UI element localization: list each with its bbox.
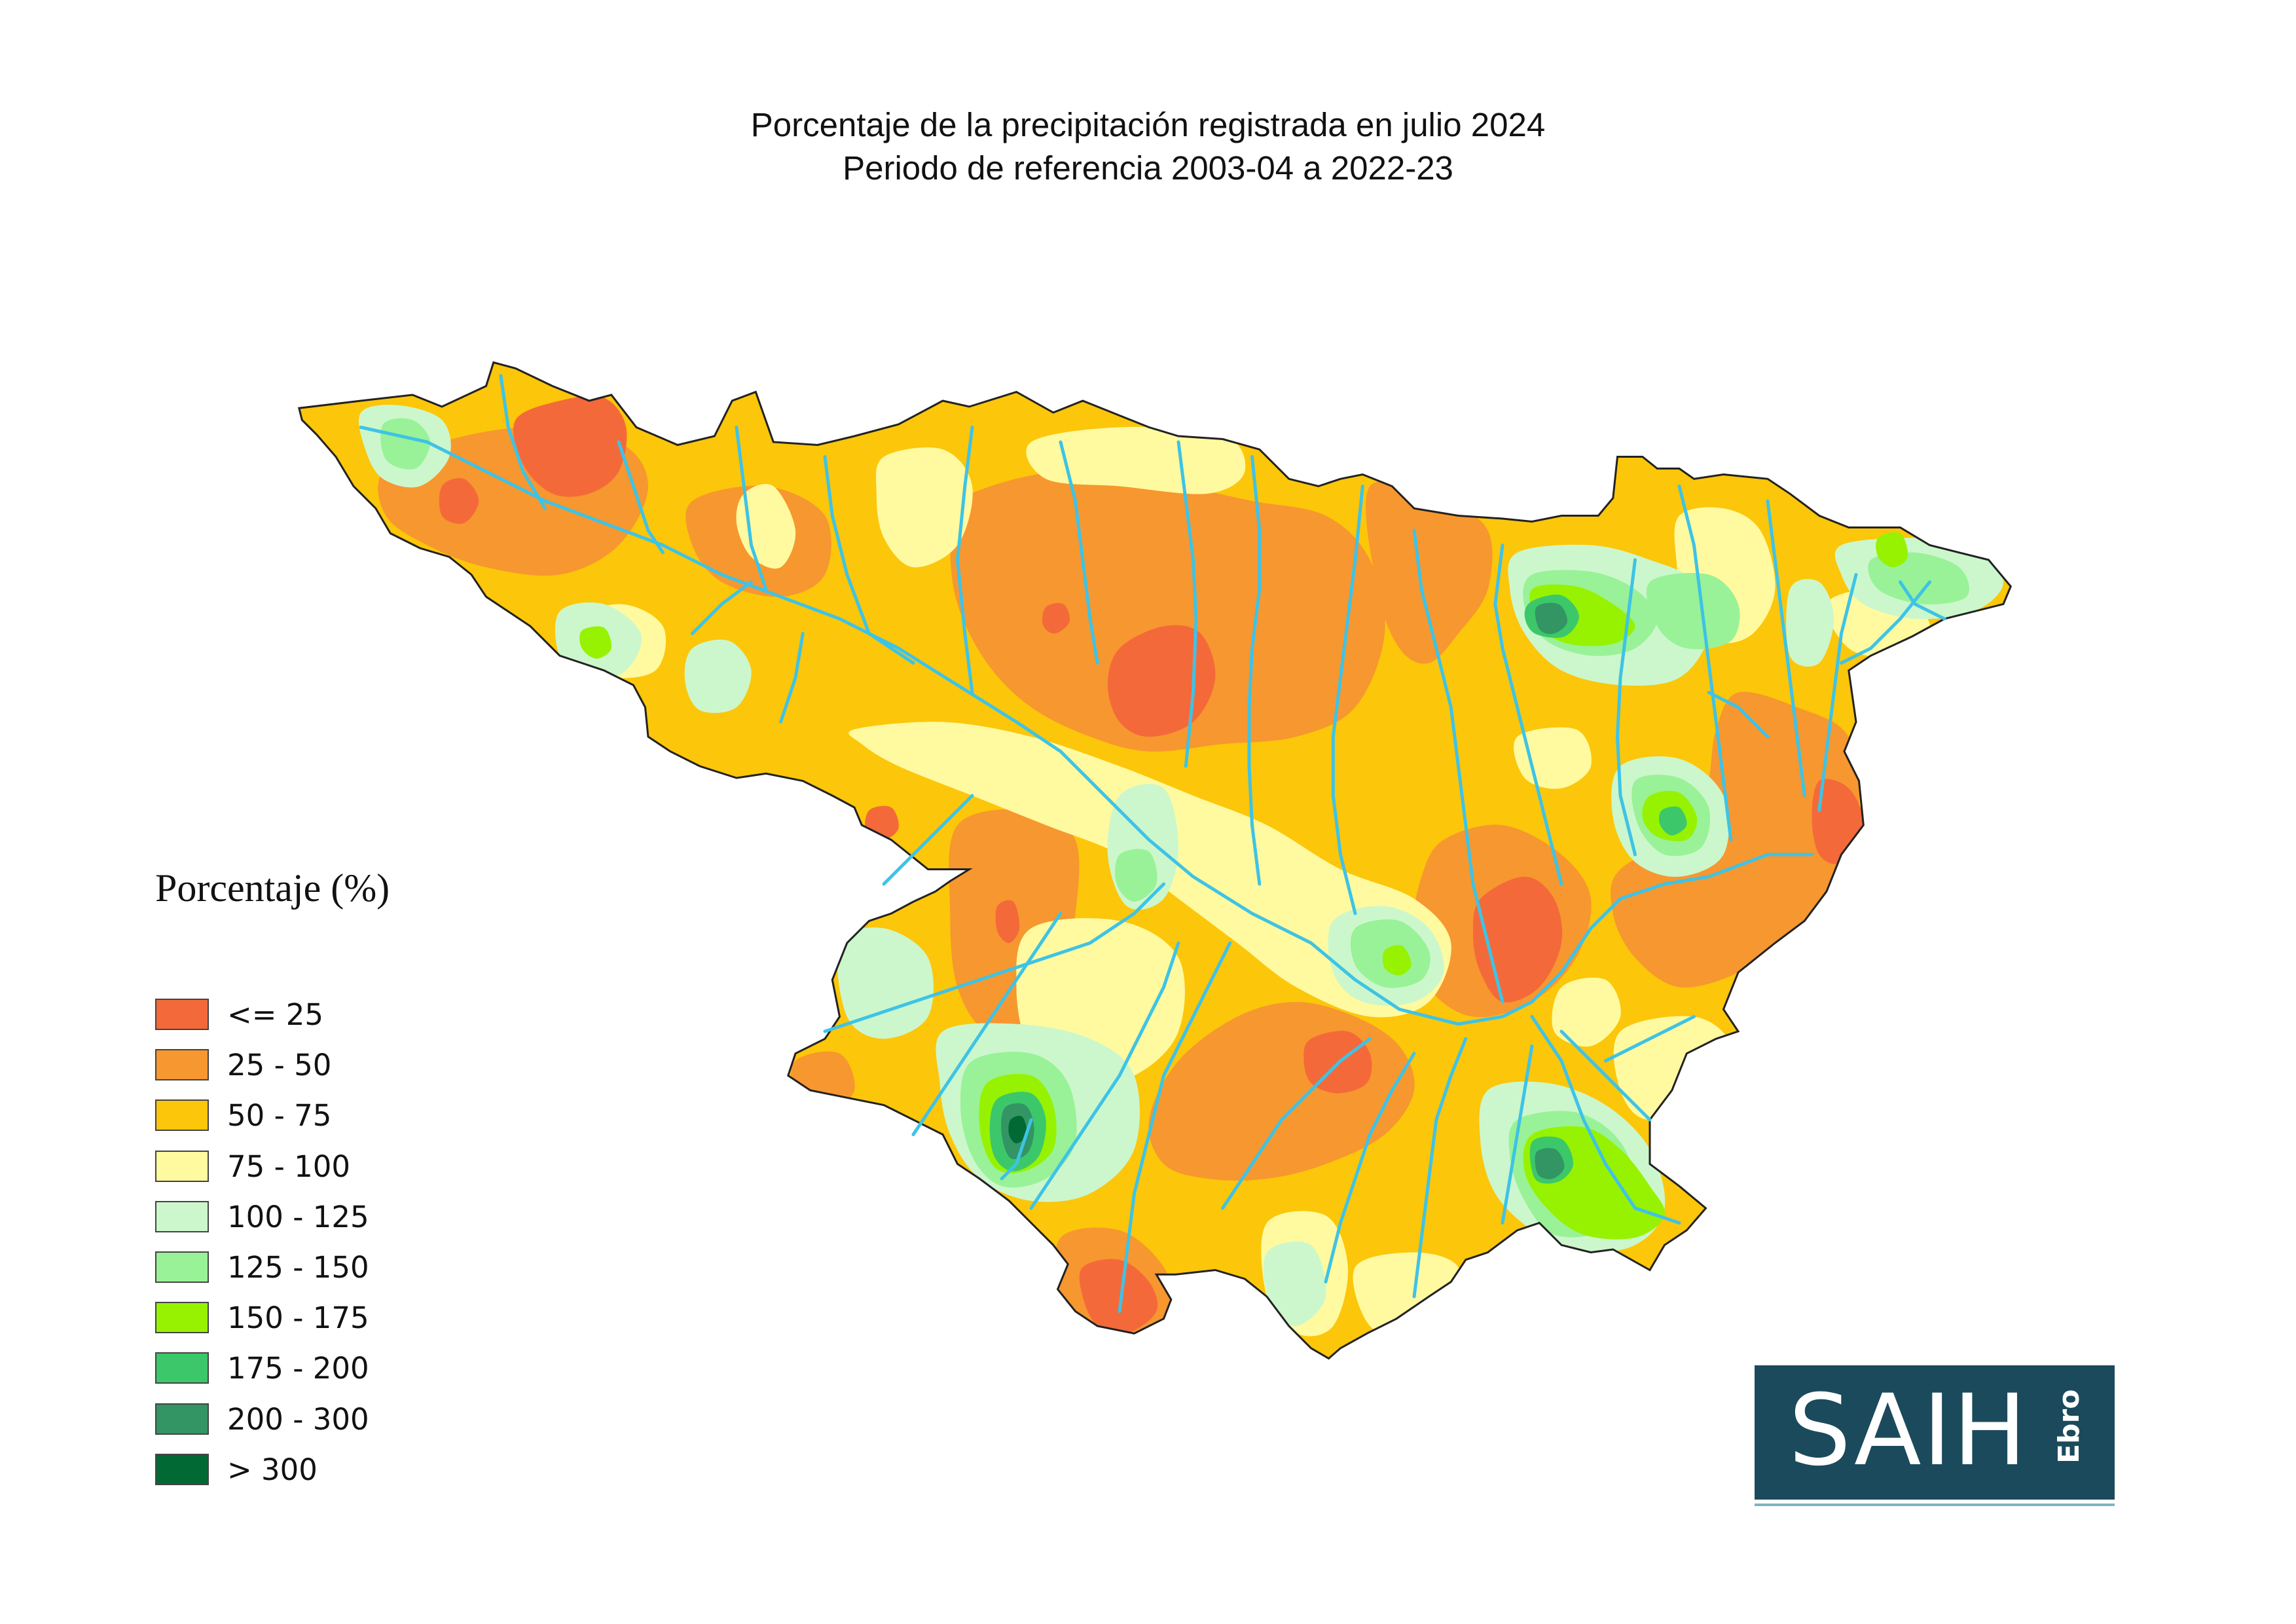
logo-underline [1755, 1504, 2115, 1506]
river [1559, 1029, 1652, 1122]
river [735, 426, 768, 591]
precip-zone [579, 626, 612, 659]
river [1221, 1037, 1372, 1210]
river [1412, 1037, 1468, 1299]
river [1331, 485, 1364, 915]
river [779, 632, 805, 724]
legend-swatch [155, 1150, 209, 1182]
river [882, 794, 974, 886]
river [1616, 558, 1637, 857]
river [1840, 580, 1931, 665]
precipitation-zones [359, 396, 2003, 1337]
precip-zone [1026, 426, 1246, 494]
river-network [359, 374, 1946, 1313]
precip-zone [1613, 1016, 1732, 1120]
legend-label: 125 - 150 [227, 1249, 369, 1285]
river [1899, 580, 1946, 621]
precip-zone [1611, 840, 1768, 988]
precip-zone [1786, 579, 1834, 667]
precip-zone [1042, 602, 1070, 634]
legend-label: 50 - 75 [227, 1098, 332, 1134]
precip-zone [1353, 1252, 1461, 1335]
river [1604, 1015, 1696, 1063]
river [1324, 1052, 1416, 1283]
river [956, 426, 974, 694]
legend-swatch [155, 1403, 209, 1435]
precip-zone [1108, 625, 1216, 737]
river [823, 882, 1165, 1033]
precip-zone [513, 396, 627, 497]
legend-label: 75 - 100 [227, 1149, 350, 1184]
title-line-1: Porcentaje de la precipitación registrad… [750, 106, 1546, 143]
river [1176, 440, 1198, 768]
river [499, 374, 547, 510]
legend-swatch [155, 1099, 209, 1132]
river [823, 455, 915, 665]
river [1412, 528, 1504, 1004]
river [1501, 1044, 1534, 1225]
precip-zone [1535, 1148, 1565, 1179]
legend-swatch [155, 1200, 209, 1232]
legend-label: 200 - 300 [227, 1401, 369, 1437]
map-title: Porcentaje de la precipitación registrad… [0, 103, 2296, 190]
river [1247, 455, 1262, 886]
river [1493, 544, 1563, 886]
precip-zone [439, 478, 479, 524]
river [359, 426, 1813, 1026]
legend-swatch [155, 1302, 209, 1334]
precip-zone [837, 927, 934, 1039]
legend-swatch [155, 1352, 209, 1384]
saih-ebro-logo: SAIH Ebro [1755, 1365, 2115, 1506]
precip-zone [1382, 945, 1412, 976]
precip-zone [790, 1051, 855, 1113]
legend-label: > 300 [227, 1452, 318, 1487]
river [617, 440, 665, 555]
legend-swatch [155, 1453, 209, 1485]
precip-zone [875, 447, 973, 568]
precip-zone [1263, 1241, 1326, 1327]
title-line-2: Periodo de referencia 2003-04 a 2022-23 [843, 149, 1453, 187]
legend-label: 175 - 200 [227, 1351, 369, 1386]
river [691, 580, 753, 635]
precip-zone [1008, 1115, 1027, 1143]
river [1029, 941, 1180, 1210]
precip-zone [1876, 532, 1908, 568]
precip-zone [1646, 572, 1740, 650]
precip-zone [995, 900, 1020, 944]
river [1707, 691, 1770, 739]
precip-zone [1658, 806, 1687, 836]
precip-zone [380, 418, 431, 470]
river [911, 912, 1063, 1136]
legend-swatch [155, 999, 209, 1030]
precip-zone [1079, 1259, 1158, 1335]
river [1000, 1118, 1033, 1181]
river [1059, 440, 1099, 665]
legend-label: <= 25 [227, 997, 323, 1032]
legend-label: 100 - 125 [227, 1199, 369, 1234]
legend-label: 25 - 50 [227, 1048, 332, 1083]
precip-zone [947, 471, 1385, 752]
river [1817, 573, 1858, 812]
legend-title: Porcentaje (%) [155, 866, 390, 910]
river [1677, 485, 1733, 841]
logo-sub-text: Ebro [2052, 1389, 2086, 1464]
legend-label: 150 - 175 [227, 1301, 369, 1336]
legend-swatch [155, 1049, 209, 1081]
legend-swatch [155, 1251, 209, 1283]
river [1118, 941, 1232, 1313]
river [1530, 1015, 1681, 1225]
river [1766, 499, 1806, 798]
logo-main-text: SAIH [1789, 1374, 2028, 1488]
precip-zone [684, 639, 752, 713]
precip-zone [1115, 849, 1157, 902]
precip-zone [1552, 977, 1621, 1047]
precip-zone [1366, 481, 1493, 664]
basin-outline [297, 361, 2013, 1360]
precip-zone [1535, 602, 1568, 635]
